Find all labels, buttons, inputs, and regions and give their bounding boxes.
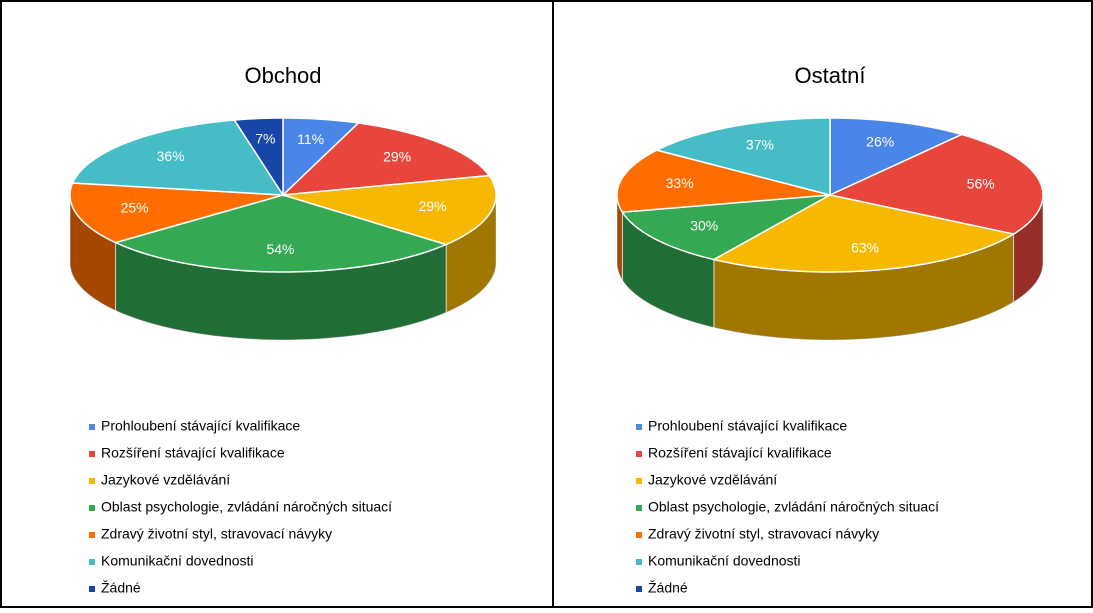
legend-label: Prohloubení stávající kvalifikace — [101, 418, 300, 434]
data-label: 7% — [255, 131, 275, 147]
legend-label: Komunikační dovednosti — [648, 553, 801, 569]
legend-swatch — [636, 505, 642, 511]
data-label: 36% — [157, 148, 185, 164]
legend-label: Jazykové vzdělávání — [101, 472, 230, 488]
pie-side-shade — [1013, 195, 1043, 303]
legend-label: Prohloubení stávající kvalifikace — [648, 418, 847, 434]
pie-tops — [69, 117, 497, 273]
legend-label: Rozšíření stávající kvalifikace — [101, 445, 285, 461]
pie-slice — [113, 194, 449, 273]
data-label: 30% — [690, 217, 718, 233]
data-label: 56% — [967, 175, 995, 191]
data-label: 11% — [297, 131, 324, 147]
pie-slice — [71, 119, 285, 196]
legend-swatch — [636, 478, 642, 484]
pie-side-shade — [70, 195, 116, 311]
pie-slice — [282, 117, 361, 197]
pie-slice — [711, 194, 1016, 273]
legend-label: Žádné — [101, 580, 141, 596]
pie-tops — [616, 117, 1044, 273]
pie-slice — [654, 117, 831, 196]
data-label: 33% — [666, 175, 694, 191]
pie-sides — [616, 194, 1044, 341]
chart-title: Ostatní — [795, 63, 866, 88]
legend-swatch — [636, 559, 642, 565]
pie-side-shade — [617, 195, 623, 281]
legend-label: Žádné — [648, 580, 688, 596]
data-label: 26% — [866, 133, 894, 149]
legend-swatch — [89, 559, 95, 565]
data-label: 29% — [419, 198, 447, 214]
chart-title: Obchod — [244, 63, 321, 88]
legend-swatch — [636, 424, 642, 430]
legend-swatch — [636, 586, 642, 592]
pie-side-shade — [713, 234, 1014, 340]
legend-swatch — [89, 532, 95, 538]
pie-slice — [827, 133, 1044, 235]
legend-label: Komunikační dovednosti — [101, 553, 254, 569]
pie-side-shade — [446, 195, 496, 313]
pie-slice — [69, 182, 284, 244]
pie-side-shade — [622, 212, 714, 328]
legend-swatch — [89, 478, 95, 484]
legend-swatch — [89, 505, 95, 511]
data-label: 63% — [851, 240, 879, 256]
legend-swatch — [89, 586, 95, 592]
legend-swatch — [89, 424, 95, 430]
pie-slice — [621, 194, 831, 261]
legend-swatch — [636, 451, 642, 457]
data-label: 54% — [266, 241, 294, 257]
pie-slice — [233, 117, 284, 198]
data-label: 29% — [383, 149, 411, 165]
legend-label: Oblast psychologie, zvládání náročných s… — [101, 499, 392, 515]
pie-slice — [829, 117, 964, 197]
data-label: 25% — [121, 200, 149, 216]
legend-label: Rozšíření stávající kvalifikace — [648, 445, 832, 461]
legend-label: Jazykové vzdělávání — [648, 472, 777, 488]
legend-label: Zdravý životní styl, stravovací návyky — [648, 526, 879, 542]
pie-slice — [616, 149, 831, 213]
legend-swatch — [89, 451, 95, 457]
data-label: 37% — [746, 136, 774, 152]
pie-slice — [280, 122, 491, 196]
legend-label: Oblast psychologie, zvládání náročných s… — [648, 499, 939, 515]
legend-label: Zdravý životní styl, stravovací návyky — [101, 526, 332, 542]
pie-slice — [282, 174, 497, 246]
legend-swatch — [636, 532, 642, 538]
